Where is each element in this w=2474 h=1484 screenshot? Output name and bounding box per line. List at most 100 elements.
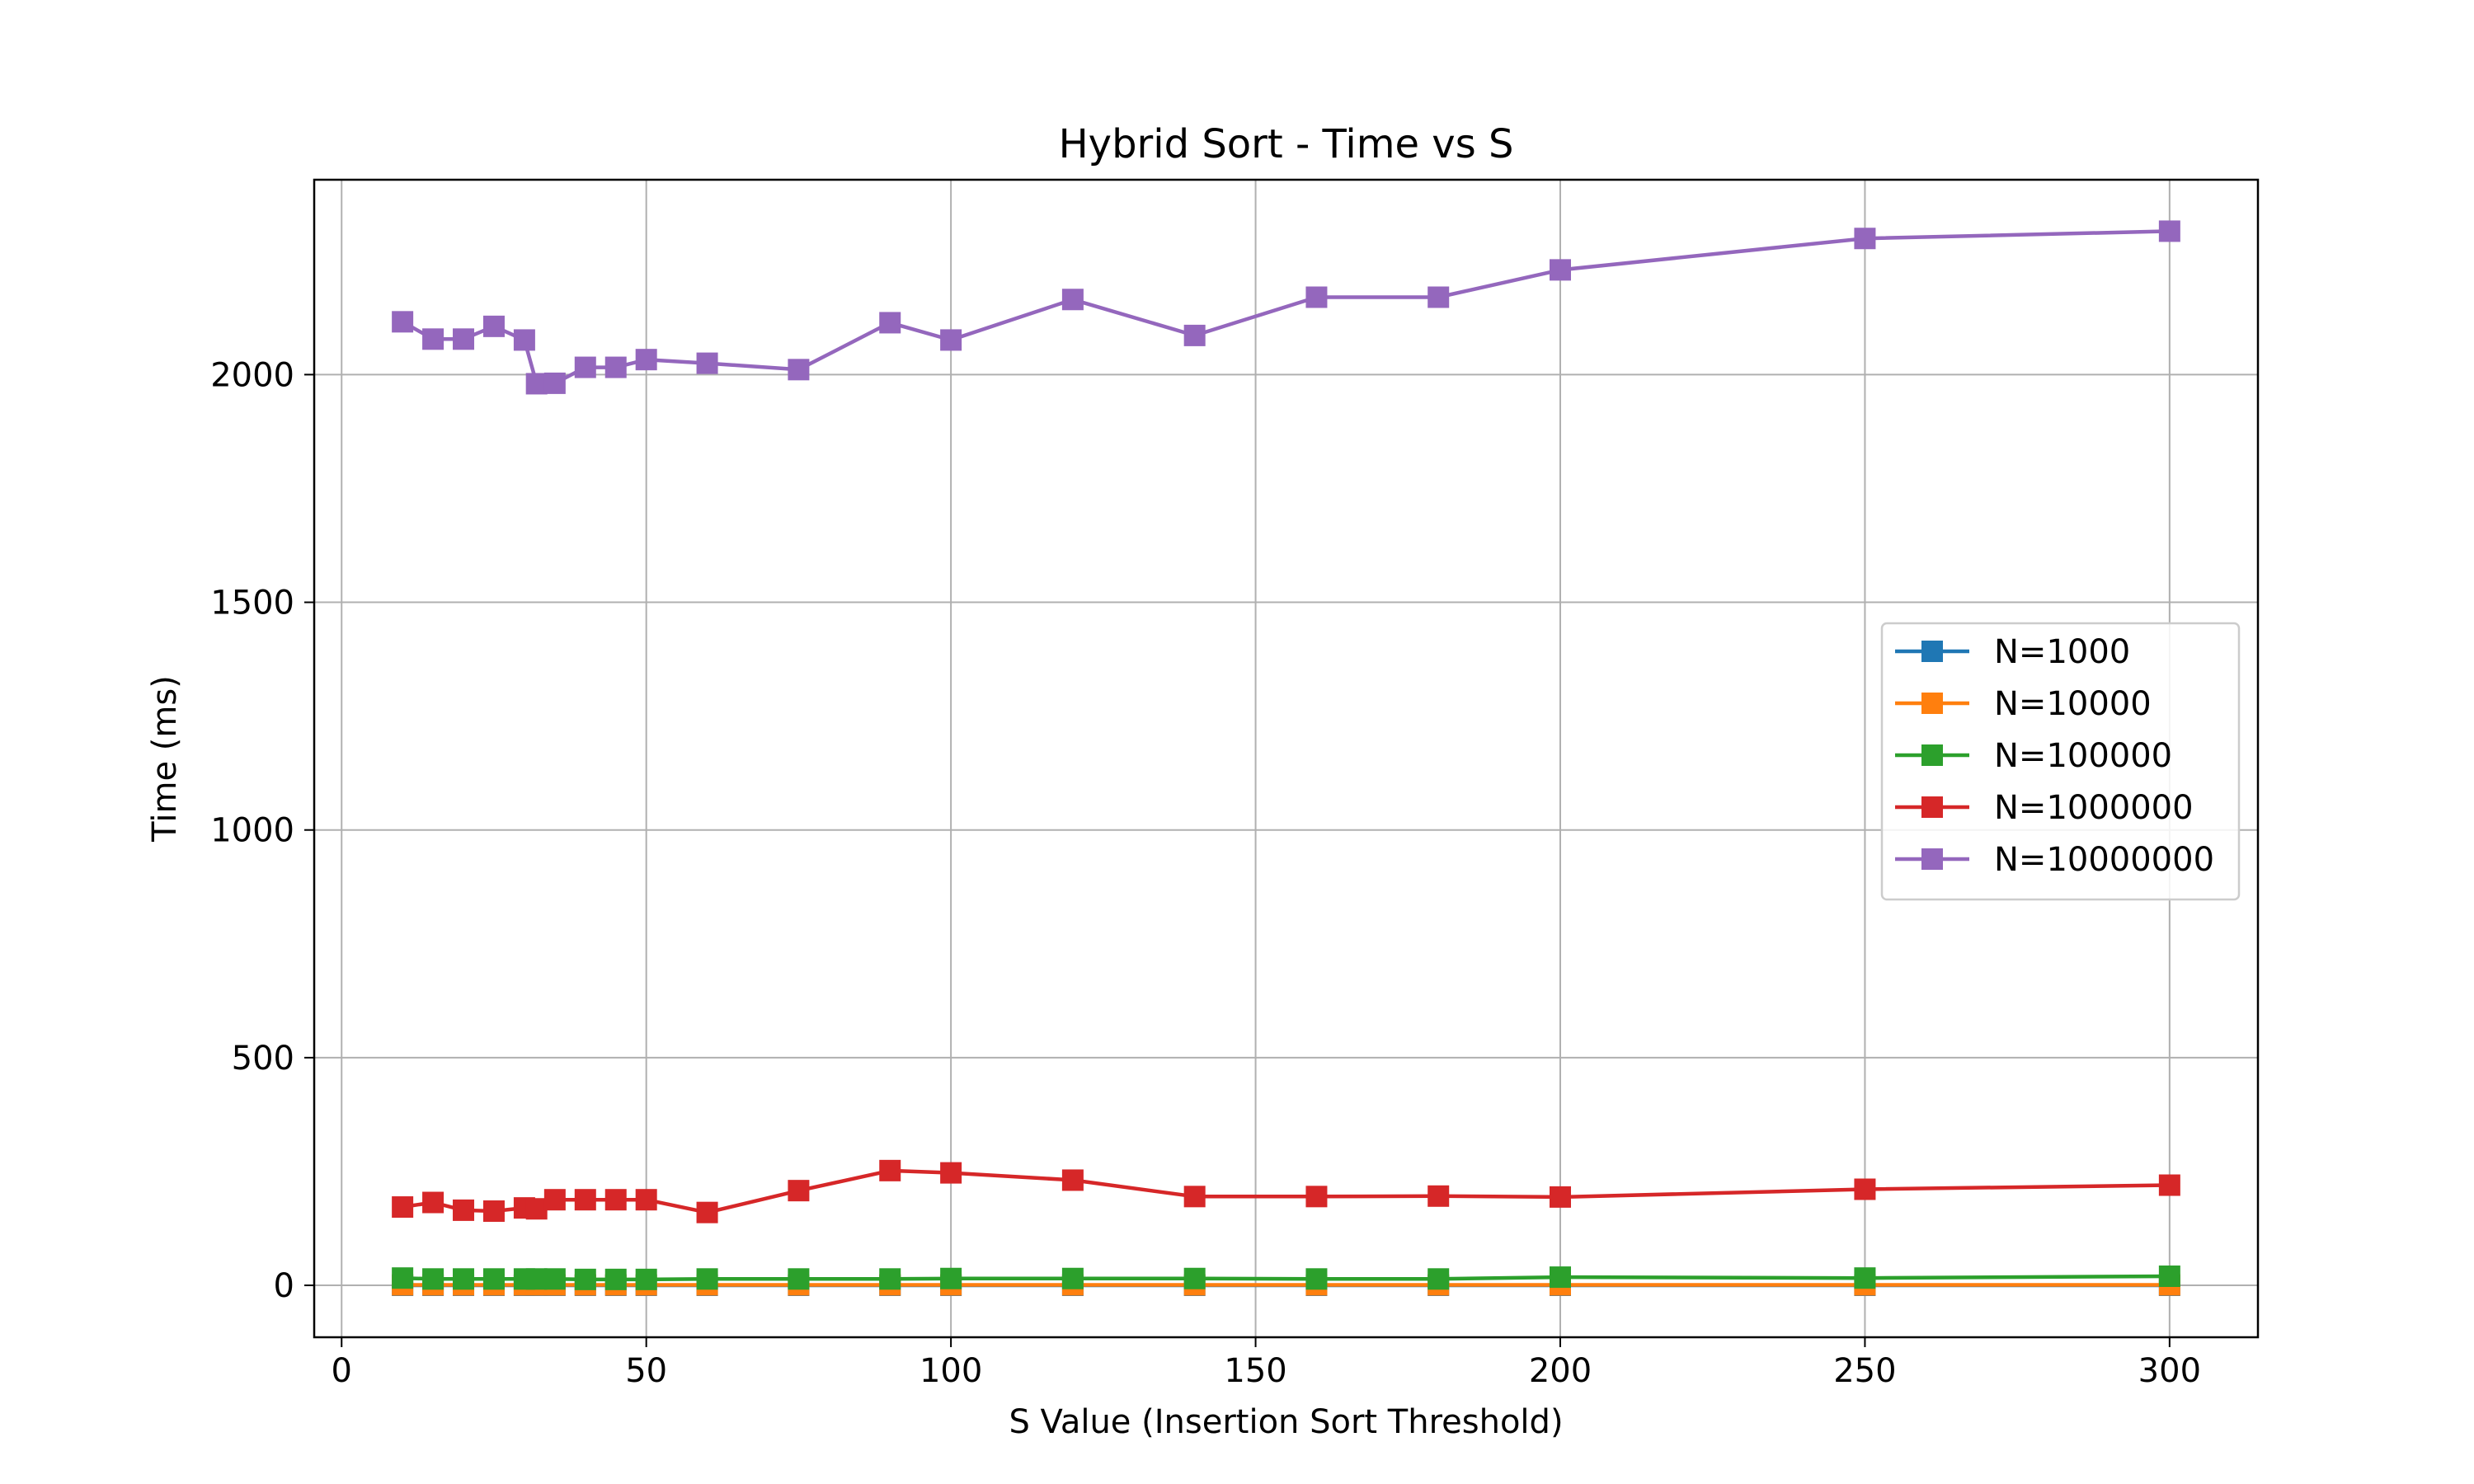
- legend-entry: N=1000000: [1895, 789, 2194, 827]
- data-point: [604, 356, 627, 378]
- data-point: [940, 329, 962, 351]
- data-point: [392, 311, 414, 333]
- x-tick-label: 150: [1224, 1352, 1286, 1390]
- data-point: [2158, 220, 2180, 242]
- data-point: [879, 312, 901, 334]
- data-point: [1549, 1186, 1571, 1208]
- data-point: [543, 1268, 566, 1290]
- y-tick-label: 2000: [210, 356, 294, 394]
- data-point: [1427, 1268, 1450, 1290]
- x-tick-label: 0: [332, 1352, 352, 1390]
- chart-title: Hybrid Sort - Time vs S: [1059, 121, 1514, 167]
- data-point: [788, 1180, 810, 1202]
- data-point: [525, 373, 548, 395]
- y-axis-ticks: 0 500 1000 1500 2000: [210, 356, 314, 1305]
- legend-label: N=10000: [1994, 685, 2152, 723]
- data-point: [940, 1267, 962, 1289]
- data-point: [543, 1189, 566, 1211]
- plot-frame: [313, 178, 2260, 1339]
- legend-label: N=1000: [1994, 633, 2130, 671]
- data-point: [1183, 1186, 1206, 1208]
- x-tick-label: 250: [1833, 1352, 1896, 1390]
- data-point: [1549, 259, 1571, 281]
- data-point: [543, 372, 566, 394]
- data-point: [574, 1268, 596, 1290]
- data-point: [453, 328, 475, 350]
- y-tick-label: 1500: [210, 585, 294, 622]
- legend: N=1000 N=10000 N=100000 N=1000000 N=10000000: [1880, 622, 2241, 901]
- legend-marker: [1921, 744, 1943, 766]
- data-point: [635, 1189, 657, 1211]
- data-point: [1305, 1186, 1328, 1208]
- legend-marker: [1921, 848, 1943, 870]
- data-point: [604, 1189, 627, 1211]
- y-tick-label: 0: [274, 1267, 294, 1305]
- legend-entry: N=100000: [1895, 737, 2172, 775]
- data-point: [788, 359, 810, 381]
- data-point: [513, 329, 535, 351]
- legend-marker: [1921, 796, 1943, 818]
- data-point: [1061, 1169, 1084, 1191]
- data-point: [525, 1268, 548, 1290]
- data-point: [2158, 1265, 2180, 1287]
- x-tick-label: 50: [625, 1352, 667, 1390]
- legend-label: N=100000: [1994, 737, 2172, 775]
- y-axis-label: Time (ms): [146, 675, 184, 843]
- legend-marker: [1921, 693, 1943, 714]
- data-point: [1183, 324, 1206, 346]
- data-point: [635, 349, 657, 371]
- data-point: [1854, 1267, 1876, 1289]
- data-point: [574, 356, 596, 378]
- data-point: [1061, 1267, 1084, 1289]
- data-point: [2158, 1174, 2180, 1196]
- data-point: [422, 1268, 444, 1290]
- data-point: [525, 1198, 548, 1220]
- data-point: [1061, 289, 1084, 311]
- series-lines: [392, 220, 2180, 1296]
- series-4: [392, 1159, 2180, 1223]
- data-point: [1305, 1268, 1328, 1290]
- legend-label: N=1000000: [1994, 789, 2194, 827]
- data-point: [1854, 228, 1876, 250]
- data-point: [635, 1268, 657, 1290]
- data-point: [696, 1201, 718, 1223]
- data-point: [696, 1268, 718, 1290]
- x-tick-label: 200: [1529, 1352, 1592, 1390]
- data-point: [482, 1200, 505, 1223]
- legend-box: [1880, 622, 2241, 901]
- data-point: [696, 352, 718, 374]
- legend-marker: [1921, 641, 1943, 662]
- y-tick-label: 1000: [210, 812, 294, 850]
- data-point: [482, 1268, 505, 1290]
- data-point: [879, 1268, 901, 1290]
- data-point: [1183, 1267, 1206, 1289]
- data-point: [879, 1159, 901, 1181]
- legend-entry: N=1000: [1895, 633, 2130, 671]
- data-point: [604, 1268, 627, 1290]
- data-point: [940, 1162, 962, 1184]
- x-axis-ticks: 0 50 100 150 200 250 300: [332, 1337, 2201, 1390]
- x-tick-label: 100: [920, 1352, 982, 1390]
- legend-entry: N=10000: [1895, 685, 2152, 723]
- data-point: [1427, 1185, 1450, 1207]
- series-3: [392, 1265, 2180, 1290]
- x-axis-label: S Value (Insertion Sort Threshold): [1009, 1403, 1563, 1441]
- data-point: [392, 1267, 414, 1289]
- data-point: [1854, 1178, 1876, 1200]
- data-point: [422, 328, 444, 350]
- data-point: [1427, 286, 1450, 308]
- data-point: [422, 1191, 444, 1214]
- data-point: [1549, 1266, 1571, 1289]
- data-point: [453, 1199, 475, 1221]
- data-point: [788, 1268, 810, 1290]
- legend-entry: N=10000000: [1895, 841, 2214, 879]
- series-5: [392, 220, 2180, 395]
- data-point: [1305, 286, 1328, 308]
- data-point: [453, 1268, 475, 1290]
- legend-label: N=10000000: [1994, 841, 2214, 879]
- y-tick-label: 500: [232, 1040, 294, 1078]
- x-tick-label: 300: [2138, 1352, 2201, 1390]
- data-point: [482, 315, 505, 337]
- data-point: [392, 1196, 414, 1219]
